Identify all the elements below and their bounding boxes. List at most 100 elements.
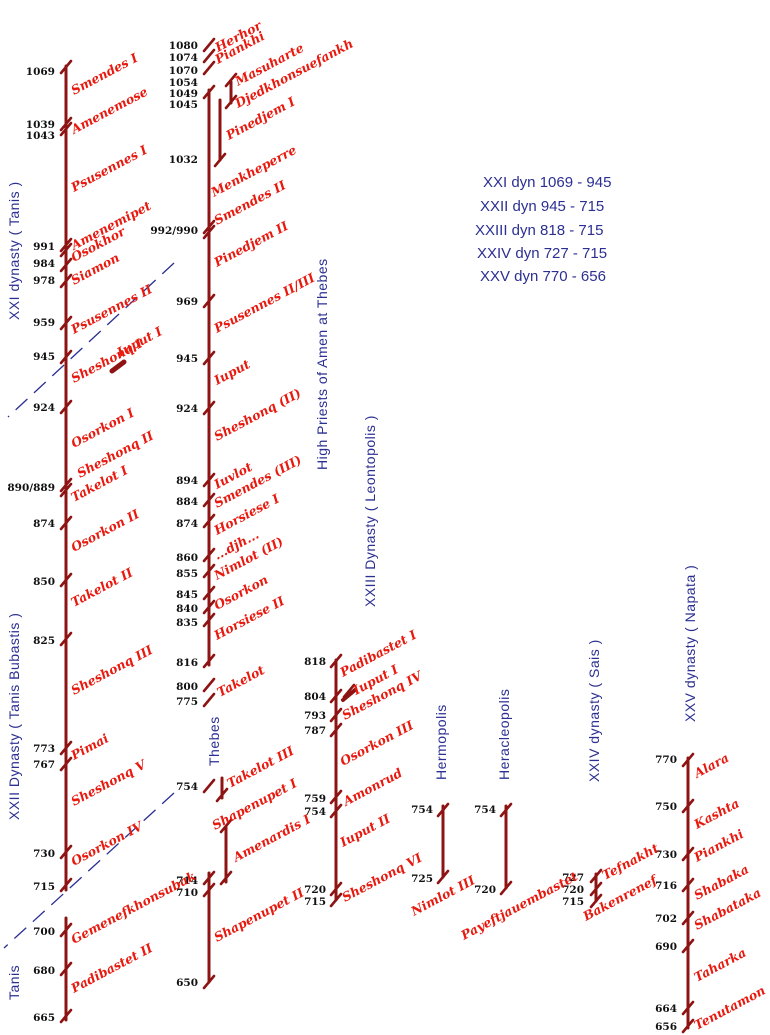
tick	[59, 844, 73, 860]
tick	[202, 400, 216, 416]
year-label: 1054	[169, 77, 198, 89]
tick	[202, 84, 216, 100]
year-label: 1045	[169, 99, 198, 111]
year-label: 860	[176, 552, 198, 564]
year-label: 1080	[169, 40, 198, 52]
label-xxi-dynasty: XXI dynasty ( Tanis )	[6, 181, 22, 320]
ruler-name: Pimai	[67, 730, 111, 763]
tick	[329, 722, 343, 738]
iuput-i-segment	[109, 359, 127, 374]
tick	[59, 922, 73, 938]
tick	[202, 37, 216, 53]
year-label: 804	[304, 691, 326, 703]
tick	[59, 242, 73, 258]
tick	[329, 707, 343, 723]
ruler-name: Psusennes I	[67, 141, 150, 195]
tick	[202, 677, 216, 693]
year-label: 727	[562, 872, 584, 884]
tick	[59, 1008, 73, 1024]
tick	[59, 237, 73, 253]
label-thebes: Thebes	[206, 716, 222, 766]
tick	[59, 59, 73, 75]
tick	[224, 94, 238, 110]
names-col3: Padibastet I Iuput I Sheshonq IV Osorkon…	[336, 626, 425, 904]
tick	[202, 547, 216, 563]
tick	[202, 60, 216, 76]
year-label: 656	[655, 1021, 677, 1033]
ruler-name: Sheshonq III	[68, 641, 156, 697]
tick-marks	[59, 37, 695, 1034]
ruler-name: Takelot	[214, 662, 267, 700]
iuput-i-segment-xxiii	[341, 688, 357, 702]
year-label: 1074	[169, 52, 198, 64]
year-label: 884	[176, 496, 198, 508]
ruler-name: Iuput	[210, 356, 252, 388]
dynasty-labels: XXI dynasty ( Tanis ) XXII Dynasty ( Tan…	[6, 181, 698, 1000]
tick	[202, 513, 216, 529]
legend-xxiii: XXIII dyn 818 - 715	[475, 222, 603, 239]
tick	[681, 846, 695, 862]
year-label: 720	[562, 884, 584, 896]
ruler-name: Takelot II	[68, 564, 136, 610]
tick	[59, 572, 73, 588]
year-label: 991	[33, 241, 55, 253]
year-label: 978	[33, 275, 55, 287]
ruler-name: Sheshonq V	[68, 756, 149, 809]
ruler-name: Iuput II	[336, 810, 393, 850]
year-label: 700	[33, 926, 55, 938]
tick	[202, 653, 216, 669]
tick	[59, 961, 73, 977]
year-label: 730	[655, 849, 677, 861]
year-label: 754	[304, 806, 326, 818]
year-label: 1043	[26, 130, 55, 142]
years-col3: 818 804 793 787 759 754 720 715	[304, 656, 326, 908]
year-label: 1070	[169, 65, 198, 77]
tick	[342, 683, 356, 699]
ruler-name: Piankhi	[690, 826, 746, 865]
ruler-name: Shapenupet II	[211, 884, 307, 945]
year-label: 690	[655, 941, 677, 953]
year-label: 770	[655, 754, 677, 766]
year-label: 825	[33, 635, 55, 647]
dynasty-legend: XXI dyn 1069 - 945 XXII dyn 945 - 715 XX…	[475, 174, 611, 285]
tick	[329, 653, 343, 669]
year-label: 816	[176, 657, 198, 669]
tick	[202, 224, 216, 240]
year-label: 710	[176, 887, 198, 899]
tick	[681, 1000, 695, 1016]
year-label: 773	[33, 743, 55, 755]
tick	[59, 273, 73, 289]
ruler-name: Taharka	[691, 945, 748, 985]
tick	[681, 910, 695, 926]
tick	[59, 515, 73, 531]
year-label: 730	[33, 848, 55, 860]
ruler-name: Alara	[690, 750, 731, 781]
legend-xxiv: XXIV dyn 727 - 715	[477, 245, 607, 262]
tick	[59, 877, 73, 893]
years-col4: 754 725	[411, 804, 433, 885]
ruler-name: Amonrud	[339, 765, 404, 809]
label-hermopolis: Hermopolis	[433, 704, 449, 780]
tick	[681, 938, 695, 954]
year-label: 715	[33, 881, 55, 893]
tick	[202, 472, 216, 488]
label-high-priests: High Priests of Amen at Thebes	[314, 258, 330, 470]
year-label: 720	[304, 884, 326, 896]
year-label: 680	[33, 965, 55, 977]
legend-xxii: XXII dyn 945 - 715	[480, 198, 604, 215]
tick	[202, 692, 216, 708]
year-label: 715	[304, 896, 326, 908]
year-label: 714	[176, 875, 198, 887]
year-label: 754	[176, 781, 198, 793]
ruler-name: Gemenefkhonsubak	[68, 868, 198, 947]
year-label: 750	[655, 801, 677, 813]
year-label: 850	[33, 576, 55, 588]
label-xxv-dynasty: XXV dynasty ( Napata )	[682, 565, 698, 722]
year-label: 767	[33, 759, 55, 771]
year-label: 894	[176, 475, 198, 487]
year-label: 945	[176, 353, 198, 365]
tick	[202, 974, 216, 990]
tick	[59, 257, 73, 273]
divider-xxi-xxii	[7, 262, 175, 418]
